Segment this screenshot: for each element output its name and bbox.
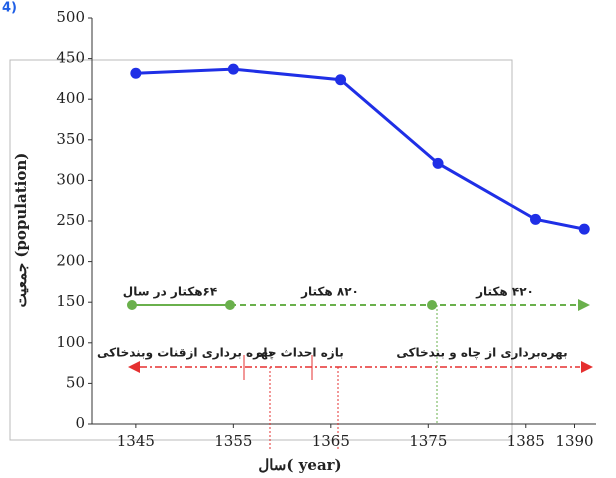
data-point (579, 224, 590, 235)
red-arrow (128, 361, 140, 373)
y-tick-label: 250 (56, 211, 85, 229)
y-tick-label: 350 (56, 130, 85, 148)
data-point (228, 64, 239, 75)
chart: 4) سال( year) جمعیت (population) ۶۴هکتار… (0, 0, 616, 478)
panel-label: 4) (2, 1, 17, 16)
annotation: ۴۲۰ هکتار (475, 285, 534, 299)
annotation-graphics (127, 299, 593, 450)
data-point (130, 68, 141, 79)
x-tick-label: 1390 (555, 432, 593, 450)
green-dot (427, 300, 437, 310)
y-tick-label: 150 (56, 292, 85, 310)
annotation: بهره برداری ازقنات وبندخاکی (97, 346, 273, 361)
x-tick-label: 1375 (409, 432, 447, 450)
x-axis-label: سال( year) (258, 456, 341, 474)
y-tick-label: 500 (56, 8, 85, 26)
y-axis-label: جمعیت (population) (12, 153, 30, 308)
data-line (136, 69, 584, 229)
annotation: ۶۴هکتار در سال (123, 285, 217, 299)
x-tick-label: 1355 (214, 432, 252, 450)
x-tick-label: 1345 (117, 432, 155, 450)
data-point (335, 74, 346, 85)
annotation: بازه احداث چاه (256, 346, 343, 360)
annotation: ۸۲۰ هکتار (300, 285, 359, 299)
y-tick-label: 0 (75, 414, 85, 432)
y-tick-label: 300 (56, 170, 85, 188)
y-tick-label: 100 (56, 333, 85, 351)
data-point (530, 214, 541, 225)
y-tick-label: 50 (66, 373, 85, 391)
green-arrow (578, 299, 590, 311)
x-tick-label: 1385 (507, 432, 545, 450)
x-tick-label: 1365 (312, 432, 350, 450)
y-tick-label: 400 (56, 89, 85, 107)
data-point (433, 158, 444, 169)
y-tick-label: 450 (56, 49, 85, 67)
green-dot (225, 300, 235, 310)
red-arrow (581, 361, 593, 373)
y-tick-label: 200 (56, 252, 85, 270)
green-dot (127, 300, 137, 310)
annotation: بهره‌برداری از چاه و بندخاکی (396, 346, 567, 361)
